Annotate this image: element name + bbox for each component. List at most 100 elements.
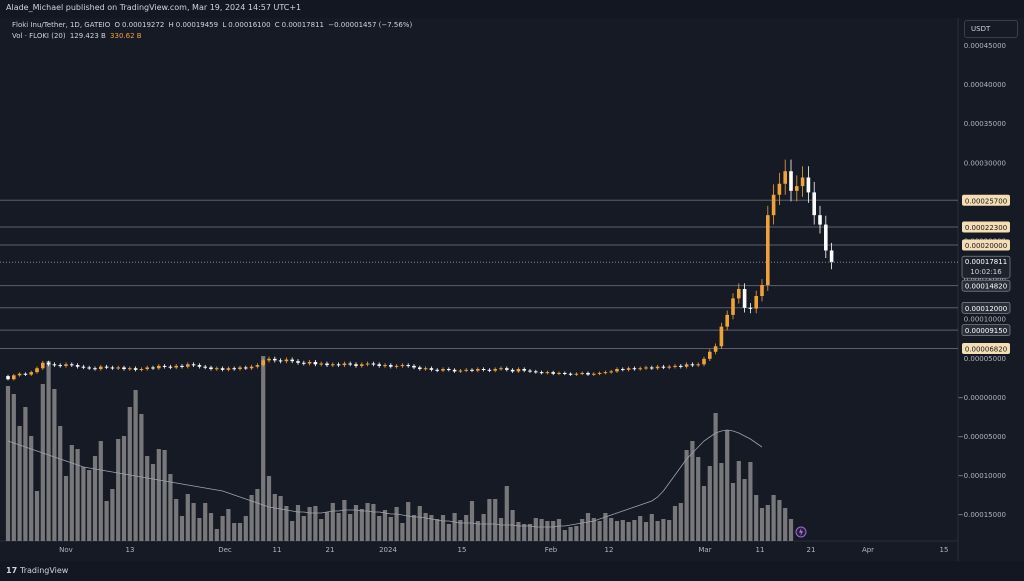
volume-bar — [150, 464, 156, 541]
volume-bar — [301, 516, 306, 541]
low-value: 0.00016100 — [228, 21, 271, 29]
y-tick-label: 0.00045000 — [964, 42, 1006, 50]
candle-body — [58, 365, 62, 367]
candle-body — [742, 288, 747, 308]
candle-body — [354, 364, 358, 366]
volume-bar — [417, 506, 422, 541]
candle-body — [302, 362, 306, 364]
x-tick-label: Dec — [218, 546, 232, 554]
candle-body — [499, 368, 503, 370]
candle-body — [35, 368, 39, 373]
countdown-label: 10:02:16 — [970, 268, 1002, 276]
volume-bar — [748, 462, 753, 541]
volume-bar — [580, 519, 585, 541]
currency-button[interactable]: USDT — [964, 20, 1018, 38]
candle-body — [441, 369, 445, 371]
volume-bar — [330, 503, 335, 541]
candle-body — [110, 367, 115, 369]
level-badge-label: 0.00006820 — [965, 345, 1007, 353]
candle-body — [307, 361, 312, 364]
volume-bar — [394, 507, 399, 541]
volume-bar — [145, 456, 150, 541]
volume-bar — [365, 503, 370, 541]
volume-bar — [324, 512, 330, 541]
ohlc-legend: Floki Inu/Tether, 1D, GATEIO O 0.00019272… — [12, 21, 414, 29]
candle-body — [145, 367, 149, 370]
level-badge-label: 0.00025700 — [965, 197, 1007, 205]
volume-bar — [556, 519, 562, 541]
candle-body — [360, 364, 364, 366]
candle-body — [52, 364, 57, 366]
volume-bar — [638, 516, 643, 541]
volume-bar — [701, 486, 707, 541]
tradingview-logo-icon[interactable]: 17 — [6, 566, 18, 575]
volume-bar — [487, 499, 492, 541]
candle-body — [174, 365, 178, 368]
candle-body — [452, 369, 457, 372]
candle-body — [244, 367, 248, 369]
volume-bar — [632, 520, 637, 541]
x-tick-label: 21 — [326, 546, 335, 554]
volume-bar — [661, 519, 666, 541]
volume-label[interactable]: Vol · FLOKI (20) — [12, 32, 66, 40]
candle-body — [603, 372, 608, 374]
candle-body — [800, 177, 805, 187]
candle-body — [423, 368, 428, 370]
candle-body — [644, 367, 648, 369]
volume-bar — [672, 506, 678, 541]
candle-body — [568, 373, 573, 375]
open-label: O — [114, 21, 120, 29]
candle-body — [203, 366, 207, 368]
level-badge — [962, 194, 1010, 206]
candle-body — [748, 307, 753, 309]
volume-bar — [69, 445, 74, 541]
volume-bar — [243, 516, 248, 541]
candle-body — [348, 363, 352, 365]
volume-bar — [667, 520, 672, 541]
candle-body — [394, 365, 399, 367]
candle-body — [789, 171, 793, 191]
volume-bar — [435, 519, 440, 541]
y-tick-label: −0.00015000 — [958, 511, 1006, 519]
volume-bar — [23, 407, 28, 541]
volume-bar — [29, 436, 34, 541]
volume-bar — [754, 495, 759, 541]
published-text: Alade_Michael published on TradingView.c… — [6, 3, 302, 12]
volume-bar — [272, 494, 277, 541]
y-tick-label: 0.00035000 — [964, 120, 1006, 128]
candle-body — [23, 373, 28, 375]
volume-bar — [713, 413, 718, 541]
level-badge-label: 0.00012000 — [965, 305, 1007, 313]
volume-bar — [597, 521, 602, 541]
candle-body — [128, 368, 132, 370]
x-tick-label: 21 — [807, 546, 816, 554]
volume-bar — [516, 522, 521, 541]
volume-bar — [696, 457, 701, 541]
price-chart[interactable]: 0.00045000 0.00040000 0.00035000 0.00030000… — [0, 0, 1024, 561]
candle-body — [760, 285, 764, 297]
volume-bar — [359, 509, 364, 541]
symbol-label[interactable]: Floki Inu/Tether, 1D, GATEIO — [12, 21, 111, 29]
candle-body — [17, 373, 22, 376]
tradingview-wordmark[interactable]: TradingView — [20, 566, 69, 575]
candle-body — [650, 367, 654, 369]
candle-body — [667, 366, 671, 368]
volume-bar — [127, 407, 132, 541]
volume-bar — [92, 456, 98, 541]
level-badge-label: 0.00022300 — [965, 224, 1007, 232]
candle-body — [528, 370, 532, 372]
candle-body — [824, 224, 828, 251]
publish-bar: Alade_Michael published on TradingView.c… — [0, 0, 1024, 18]
volume-bar — [585, 513, 591, 541]
candle-body — [557, 372, 561, 374]
candle-body — [41, 362, 45, 369]
volume-bar — [562, 530, 567, 541]
volume-bar — [295, 505, 301, 541]
volume-bar — [46, 361, 51, 541]
candle-body — [389, 365, 393, 367]
x-tick-label: Apr — [862, 546, 874, 554]
candle-body — [725, 314, 729, 327]
candle-body — [754, 296, 758, 309]
volume-bar — [620, 520, 625, 541]
candle-body — [139, 369, 144, 371]
